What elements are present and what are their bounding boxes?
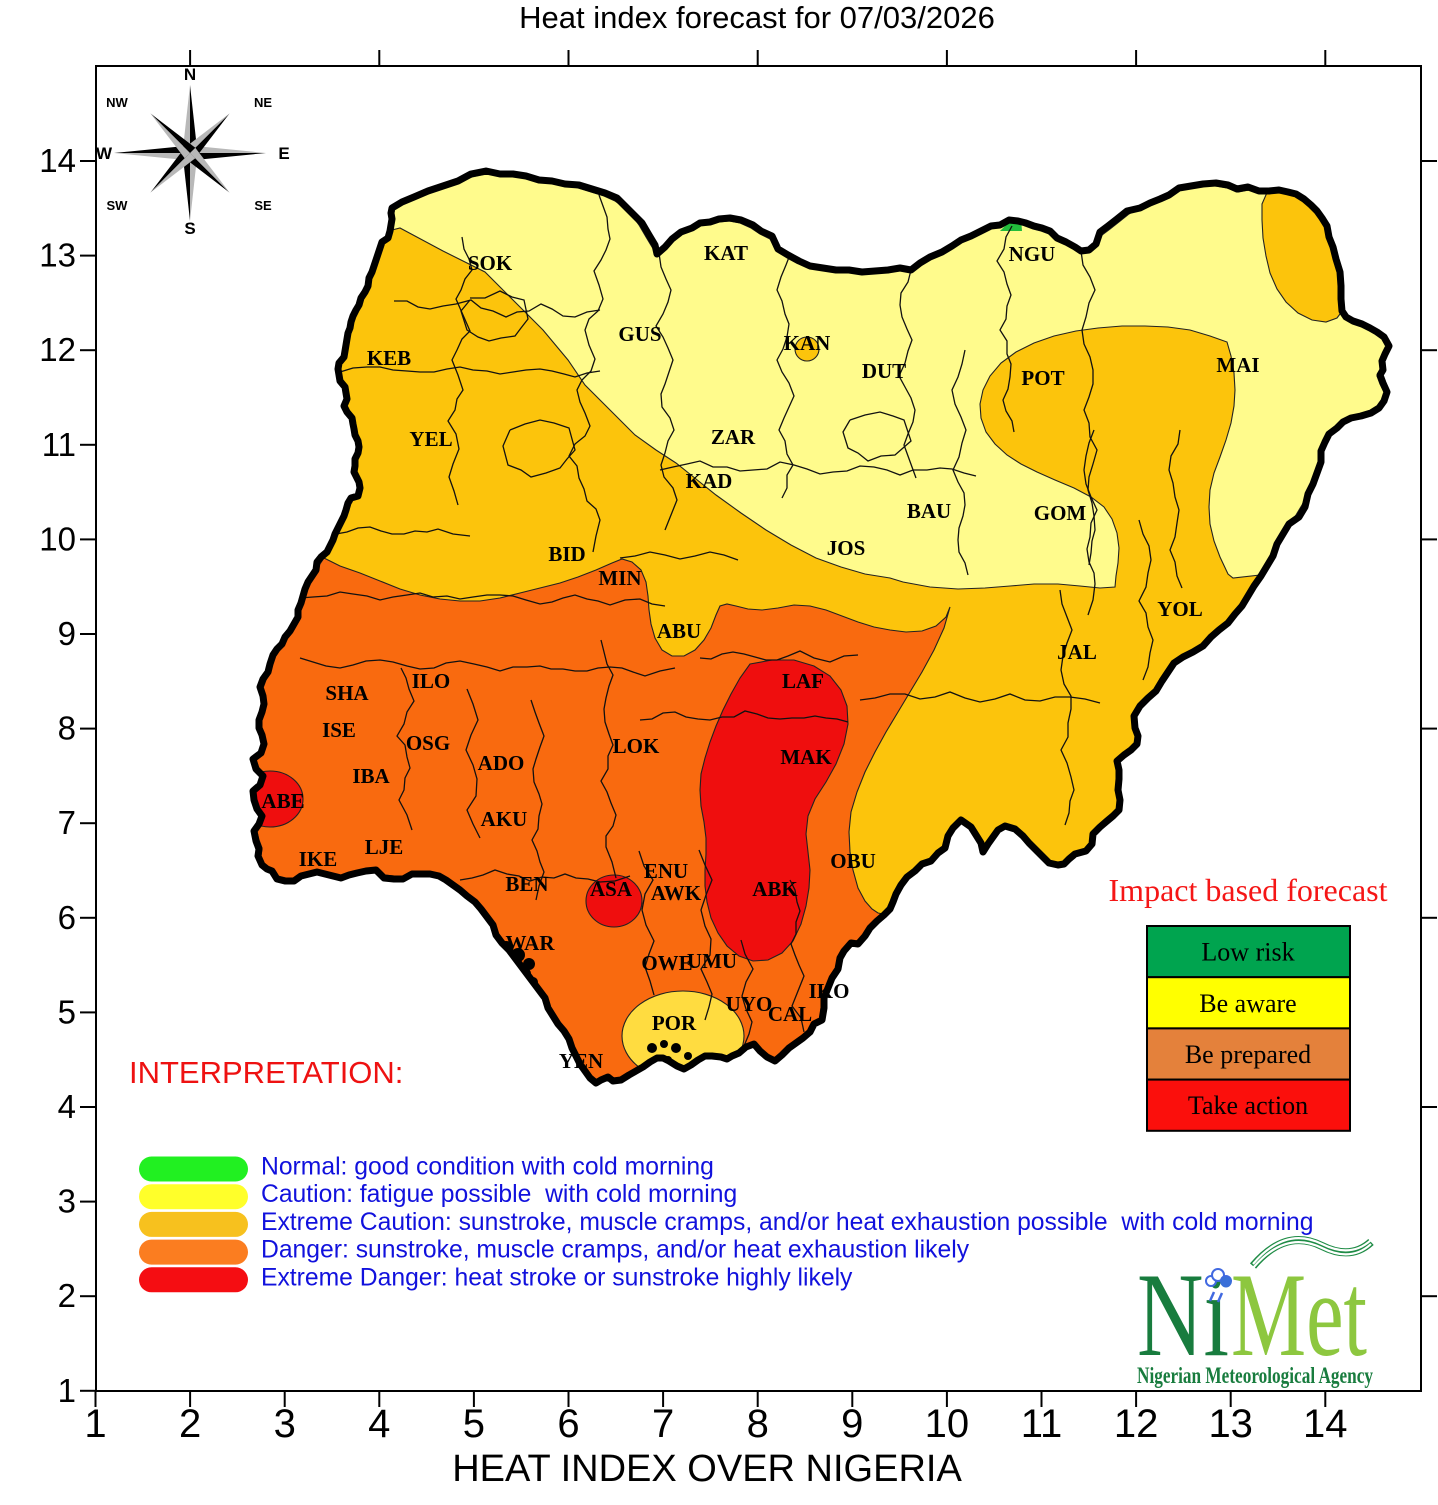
svg-text:ABK: ABK xyxy=(752,877,798,901)
svg-text:UYO: UYO xyxy=(726,992,773,1016)
svg-text:Take action: Take action xyxy=(1188,1091,1308,1120)
svg-text:BAU: BAU xyxy=(907,499,951,523)
svg-text:12: 12 xyxy=(1114,1402,1159,1446)
svg-text:ADO: ADO xyxy=(478,751,525,775)
svg-text:OBU: OBU xyxy=(830,849,876,873)
svg-text:DUT: DUT xyxy=(862,359,906,383)
svg-text:INTERPRETATION:: INTERPRETATION: xyxy=(129,1055,403,1090)
svg-text:3: 3 xyxy=(274,1402,296,1446)
svg-text:ABE: ABE xyxy=(261,789,304,813)
svg-text:E: E xyxy=(278,144,289,163)
svg-text:BEN: BEN xyxy=(505,872,548,896)
svg-text:Impact based forecast: Impact based forecast xyxy=(1109,872,1388,908)
svg-text:Ni: Ni xyxy=(1137,1248,1229,1381)
svg-text:13: 13 xyxy=(1208,1402,1253,1446)
svg-text:KAD: KAD xyxy=(686,469,733,493)
svg-text:5: 5 xyxy=(463,1402,485,1446)
svg-text:NE: NE xyxy=(254,95,272,110)
svg-text:AWK: AWK xyxy=(651,881,702,905)
svg-text:14: 14 xyxy=(39,142,76,179)
svg-text:YEL: YEL xyxy=(409,427,452,451)
svg-text:6: 6 xyxy=(557,1402,579,1446)
svg-text:YEN: YEN xyxy=(559,1049,603,1073)
svg-text:ABU: ABU xyxy=(657,619,701,643)
svg-text:11: 11 xyxy=(42,426,76,463)
svg-text:Extreme Danger: heat stroke or: Extreme Danger: heat stroke or sunstroke… xyxy=(261,1264,853,1291)
svg-text:Heat index forecast for 07/03/: Heat index forecast for 07/03/2026 xyxy=(519,0,995,35)
svg-text:Met: Met xyxy=(1231,1248,1367,1381)
svg-text:MAK: MAK xyxy=(780,745,832,769)
svg-text:KAN: KAN xyxy=(784,331,831,355)
svg-text:Caution: fatigue possible wit: Caution: fatigue possible with cold morn… xyxy=(261,1181,737,1208)
svg-text:S: S xyxy=(184,219,195,238)
svg-text:9: 9 xyxy=(58,615,76,652)
svg-text:1: 1 xyxy=(84,1402,106,1446)
svg-text:11: 11 xyxy=(1021,1402,1063,1446)
svg-text:14: 14 xyxy=(1303,1402,1348,1446)
svg-text:ENU: ENU xyxy=(644,859,688,883)
svg-text:JOS: JOS xyxy=(827,536,866,560)
svg-text:POT: POT xyxy=(1021,366,1064,390)
svg-text:2: 2 xyxy=(58,1277,76,1314)
svg-text:LAF: LAF xyxy=(782,669,824,693)
svg-text:ASA: ASA xyxy=(590,877,633,901)
svg-text:8: 8 xyxy=(747,1402,769,1446)
svg-text:SHA: SHA xyxy=(325,681,369,705)
svg-text:IBA: IBA xyxy=(352,764,390,788)
svg-text:NW: NW xyxy=(106,95,128,110)
svg-text:ZAR: ZAR xyxy=(711,425,756,449)
svg-text:SOK: SOK xyxy=(468,251,513,275)
svg-text:N: N xyxy=(184,65,196,84)
svg-text:SE: SE xyxy=(254,198,272,213)
svg-text:YOL: YOL xyxy=(1157,597,1203,621)
svg-text:UMU: UMU xyxy=(687,949,737,973)
svg-text:BID: BID xyxy=(548,542,585,566)
svg-text:GUS: GUS xyxy=(618,322,661,346)
svg-text:LOK: LOK xyxy=(613,734,660,758)
svg-text:JAL: JAL xyxy=(1057,640,1097,664)
svg-text:MAI: MAI xyxy=(1216,353,1259,377)
svg-text:MIN: MIN xyxy=(598,566,641,590)
svg-text:KEB: KEB xyxy=(367,346,411,370)
svg-text:ISE: ISE xyxy=(322,718,356,742)
svg-text:WAR: WAR xyxy=(505,931,555,955)
svg-text:3: 3 xyxy=(58,1183,76,1220)
svg-text:Nigerian Meteorological Agency: Nigerian Meteorological Agency xyxy=(1137,1363,1373,1388)
svg-text:12: 12 xyxy=(39,331,76,368)
svg-text:1: 1 xyxy=(58,1372,76,1409)
svg-text:7: 7 xyxy=(652,1402,674,1446)
svg-text:2: 2 xyxy=(179,1402,201,1446)
svg-text:Danger: sunstroke, muscle cram: Danger: sunstroke, muscle cramps, and/or… xyxy=(261,1237,970,1264)
svg-text:OSG: OSG xyxy=(406,731,450,755)
svg-text:IKO: IKO xyxy=(809,979,850,1003)
svg-text:6: 6 xyxy=(58,899,76,936)
svg-text:NGU: NGU xyxy=(1009,242,1056,266)
svg-text:Be aware: Be aware xyxy=(1199,989,1296,1018)
svg-text:13: 13 xyxy=(39,237,76,274)
svg-text:CAL: CAL xyxy=(768,1002,812,1026)
svg-text:IKE: IKE xyxy=(299,847,338,871)
svg-text:10: 10 xyxy=(925,1402,970,1446)
svg-text:Extreme Caution: sunstroke, mu: Extreme Caution: sunstroke, muscle cramp… xyxy=(261,1209,1313,1236)
svg-text:HEAT INDEX OVER NIGERIA: HEAT INDEX OVER NIGERIA xyxy=(452,1448,962,1490)
svg-text:4: 4 xyxy=(58,1088,76,1125)
svg-text:KAT: KAT xyxy=(704,241,748,265)
svg-text:Be prepared: Be prepared xyxy=(1185,1040,1311,1069)
svg-text:LJE: LJE xyxy=(365,835,404,859)
svg-text:POR: POR xyxy=(652,1011,697,1035)
svg-text:9: 9 xyxy=(841,1402,863,1446)
svg-text:GOM: GOM xyxy=(1034,501,1087,525)
svg-text:W: W xyxy=(96,144,113,163)
svg-text:7: 7 xyxy=(58,804,76,841)
svg-text:SW: SW xyxy=(107,198,129,213)
svg-text:Low risk: Low risk xyxy=(1201,938,1294,967)
svg-text:Normal: good condition with co: Normal: good condition with cold morning xyxy=(261,1154,714,1181)
svg-text:4: 4 xyxy=(368,1402,390,1446)
svg-text:10: 10 xyxy=(39,520,76,557)
svg-text:5: 5 xyxy=(58,993,76,1030)
svg-text:OWE: OWE xyxy=(641,951,692,975)
svg-text:ILO: ILO xyxy=(412,669,451,693)
svg-text:8: 8 xyxy=(58,710,76,747)
svg-text:AKU: AKU xyxy=(481,807,528,831)
